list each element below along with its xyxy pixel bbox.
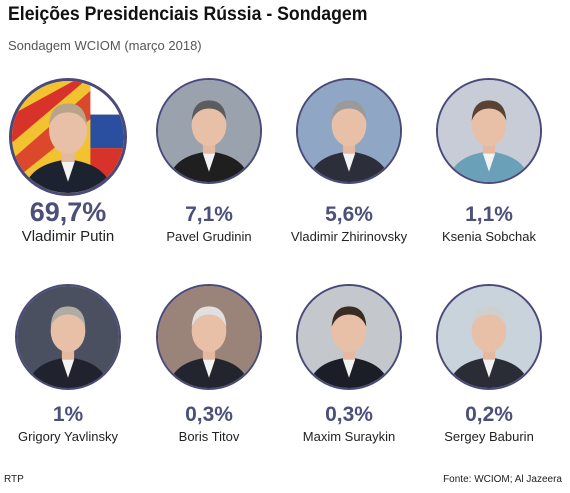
- candidate-name: Maxim Suraykin: [302, 429, 396, 444]
- candidate-name: Sergey Baburin: [444, 429, 534, 444]
- candidate-photo: [296, 284, 402, 390]
- data-label: 0,3%: [185, 403, 233, 426]
- portrait-illustration: [17, 286, 119, 388]
- candidate-photo: [156, 78, 262, 184]
- candidate-name: Vladimir Putin: [21, 228, 115, 245]
- data-label: 69,7%: [29, 197, 107, 227]
- portrait-illustration: [438, 286, 540, 388]
- page-title: Eleições Presidenciais Rússia - Sondagem: [8, 4, 368, 25]
- page-subtitle: Sondagem WCIOM (março 2018): [8, 38, 202, 53]
- portrait-illustration: [298, 80, 400, 182]
- footer-credit: RTP: [4, 474, 24, 485]
- data-label: 7,1%: [185, 203, 233, 226]
- candidate-photo: [15, 284, 121, 390]
- footer-source: Fonte: WCIOM; Al Jazeera: [443, 474, 562, 485]
- portrait-illustration: [12, 81, 124, 193]
- candidate-name: Vladimir Zhirinovsky: [290, 229, 408, 244]
- data-label: 0,2%: [465, 403, 513, 426]
- candidate-name: Grigory Yavlinsky: [18, 429, 118, 444]
- candidate-photo: [436, 284, 542, 390]
- portrait-illustration: [158, 80, 260, 182]
- data-label: 5,6%: [325, 203, 373, 226]
- portrait-illustration: [438, 80, 540, 182]
- candidate-photo: [9, 78, 127, 196]
- candidate-photo: [156, 284, 262, 390]
- candidate-name: Ksenia Sobchak: [442, 229, 536, 244]
- data-label: 1%: [52, 403, 84, 426]
- candidate-photo: [436, 78, 542, 184]
- candidate-name: Pavel Grudinin: [166, 229, 252, 244]
- candidate-photo: [296, 78, 402, 184]
- portrait-illustration: [298, 286, 400, 388]
- portrait-illustration: [158, 286, 260, 388]
- data-label: 0,3%: [325, 403, 373, 426]
- data-label: 1,1%: [465, 203, 513, 226]
- candidate-name: Boris Titov: [178, 429, 240, 444]
